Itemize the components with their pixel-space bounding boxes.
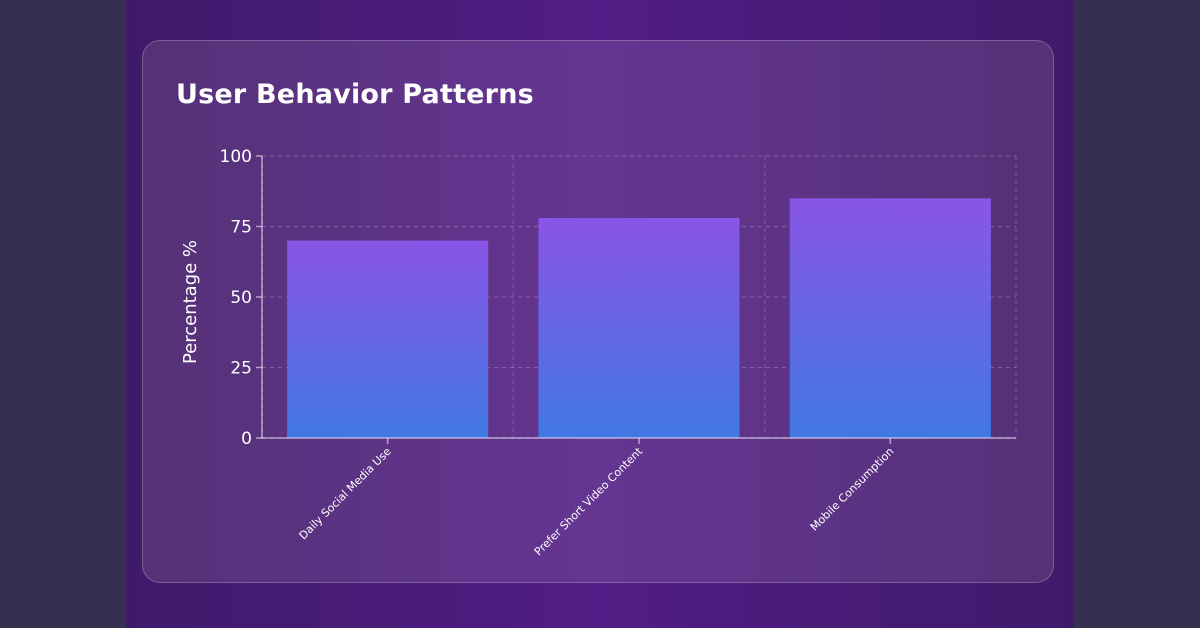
bar[interactable] xyxy=(287,240,489,438)
bar-chart: 0 25 50 75 100 Daily Social Media Use Prefer … xyxy=(180,147,1017,558)
y-tick-label: 100 xyxy=(220,147,252,167)
chart-title: User Behavior Patterns xyxy=(176,79,534,110)
x-category-label: Daily Social Media Use xyxy=(297,445,394,542)
page-background: User Behavior Patterns 0 25 50 75 100 Daily … xyxy=(126,0,1074,628)
bars xyxy=(287,198,991,438)
y-tick-label: 75 xyxy=(230,218,252,238)
y-tick-label: 25 xyxy=(230,359,252,379)
y-tick-label: 50 xyxy=(230,288,252,308)
y-tick-label: 0 xyxy=(241,429,252,449)
axes xyxy=(256,155,1016,444)
x-category-label: Mobile Consumption xyxy=(808,445,897,534)
chart-card: User Behavior Patterns 0 25 50 75 100 Daily … xyxy=(142,40,1054,583)
bar[interactable] xyxy=(789,198,991,438)
bar[interactable] xyxy=(538,218,740,438)
x-category-labels: Daily Social Media Use Prefer Short Video… xyxy=(297,444,897,558)
x-category-label: Prefer Short Video Content xyxy=(532,444,646,558)
y-axis-label: Percentage % xyxy=(180,240,201,364)
y-tick-labels: 0 25 50 75 100 xyxy=(220,147,252,449)
